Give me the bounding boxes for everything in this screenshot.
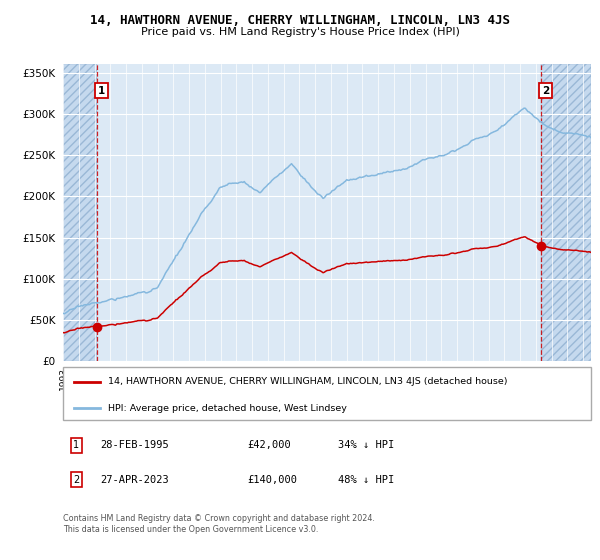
Text: 28-FEB-1995: 28-FEB-1995 <box>100 440 169 450</box>
Text: 14, HAWTHORN AVENUE, CHERRY WILLINGHAM, LINCOLN, LN3 4JS (detached house): 14, HAWTHORN AVENUE, CHERRY WILLINGHAM, … <box>108 377 508 386</box>
Bar <box>541 64 591 361</box>
Text: HPI: Average price, detached house, West Lindsey: HPI: Average price, detached house, West… <box>108 404 347 413</box>
Text: 27-APR-2023: 27-APR-2023 <box>100 475 169 485</box>
Text: 1: 1 <box>73 440 79 450</box>
Bar <box>63 64 97 361</box>
Text: 34% ↓ HPI: 34% ↓ HPI <box>338 440 394 450</box>
Text: 48% ↓ HPI: 48% ↓ HPI <box>338 475 394 485</box>
Text: Contains HM Land Registry data © Crown copyright and database right 2024.
This d: Contains HM Land Registry data © Crown c… <box>63 514 375 534</box>
Text: £140,000: £140,000 <box>248 475 298 485</box>
FancyBboxPatch shape <box>63 367 591 420</box>
Text: 2: 2 <box>542 86 549 96</box>
Text: 14, HAWTHORN AVENUE, CHERRY WILLINGHAM, LINCOLN, LN3 4JS: 14, HAWTHORN AVENUE, CHERRY WILLINGHAM, … <box>90 14 510 27</box>
Text: 2: 2 <box>73 475 79 485</box>
Text: 1: 1 <box>98 86 105 96</box>
Bar <box>63 64 97 361</box>
Text: Price paid vs. HM Land Registry's House Price Index (HPI): Price paid vs. HM Land Registry's House … <box>140 27 460 37</box>
Text: £42,000: £42,000 <box>248 440 292 450</box>
Bar <box>541 64 591 361</box>
